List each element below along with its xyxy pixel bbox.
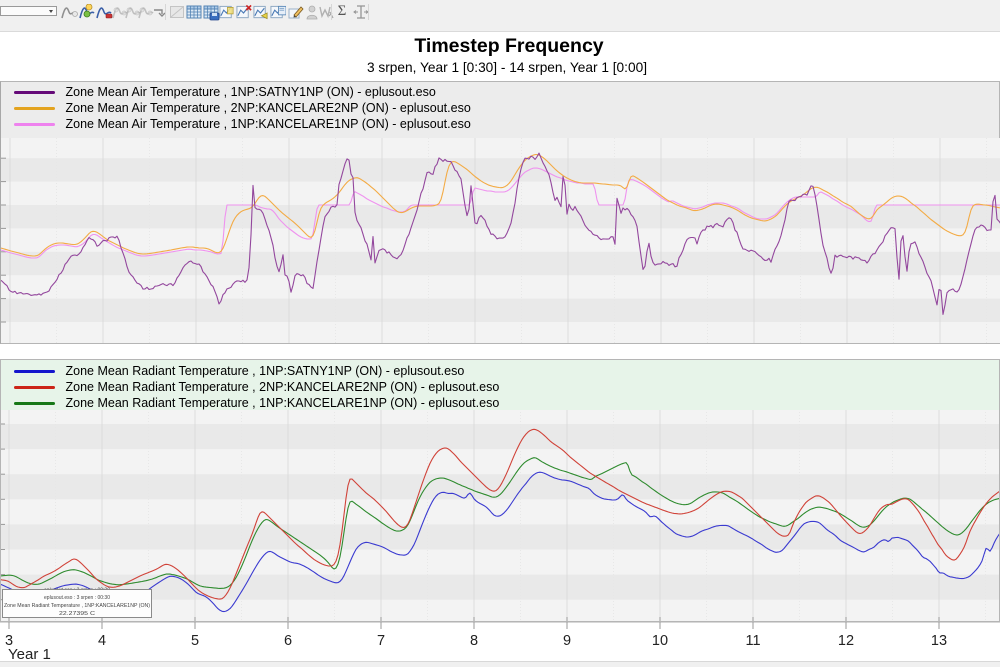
svg-text:eplusout.eso : 3 srpen : 00:30: eplusout.eso : 3 srpen : 00:30 bbox=[44, 595, 110, 601]
svg-text:3: 3 bbox=[5, 633, 13, 649]
svg-text:11: 11 bbox=[745, 633, 760, 649]
svg-text:Zone Mean Radiant Temperature: Zone Mean Radiant Temperature , 1NP:KANC… bbox=[4, 603, 150, 609]
svg-text:5: 5 bbox=[191, 633, 199, 649]
svg-text:22.27395 C: 22.27395 C bbox=[59, 611, 95, 617]
svg-text:13: 13 bbox=[931, 633, 947, 649]
svg-text:6: 6 bbox=[284, 633, 292, 649]
svg-text:9: 9 bbox=[563, 633, 571, 649]
svg-text:4: 4 bbox=[98, 633, 106, 649]
svg-text:12: 12 bbox=[838, 633, 854, 649]
svg-text:Year 1: Year 1 bbox=[8, 646, 51, 660]
svg-text:10: 10 bbox=[652, 633, 668, 649]
svg-text:7: 7 bbox=[377, 633, 385, 649]
svg-text:8: 8 bbox=[470, 633, 478, 649]
